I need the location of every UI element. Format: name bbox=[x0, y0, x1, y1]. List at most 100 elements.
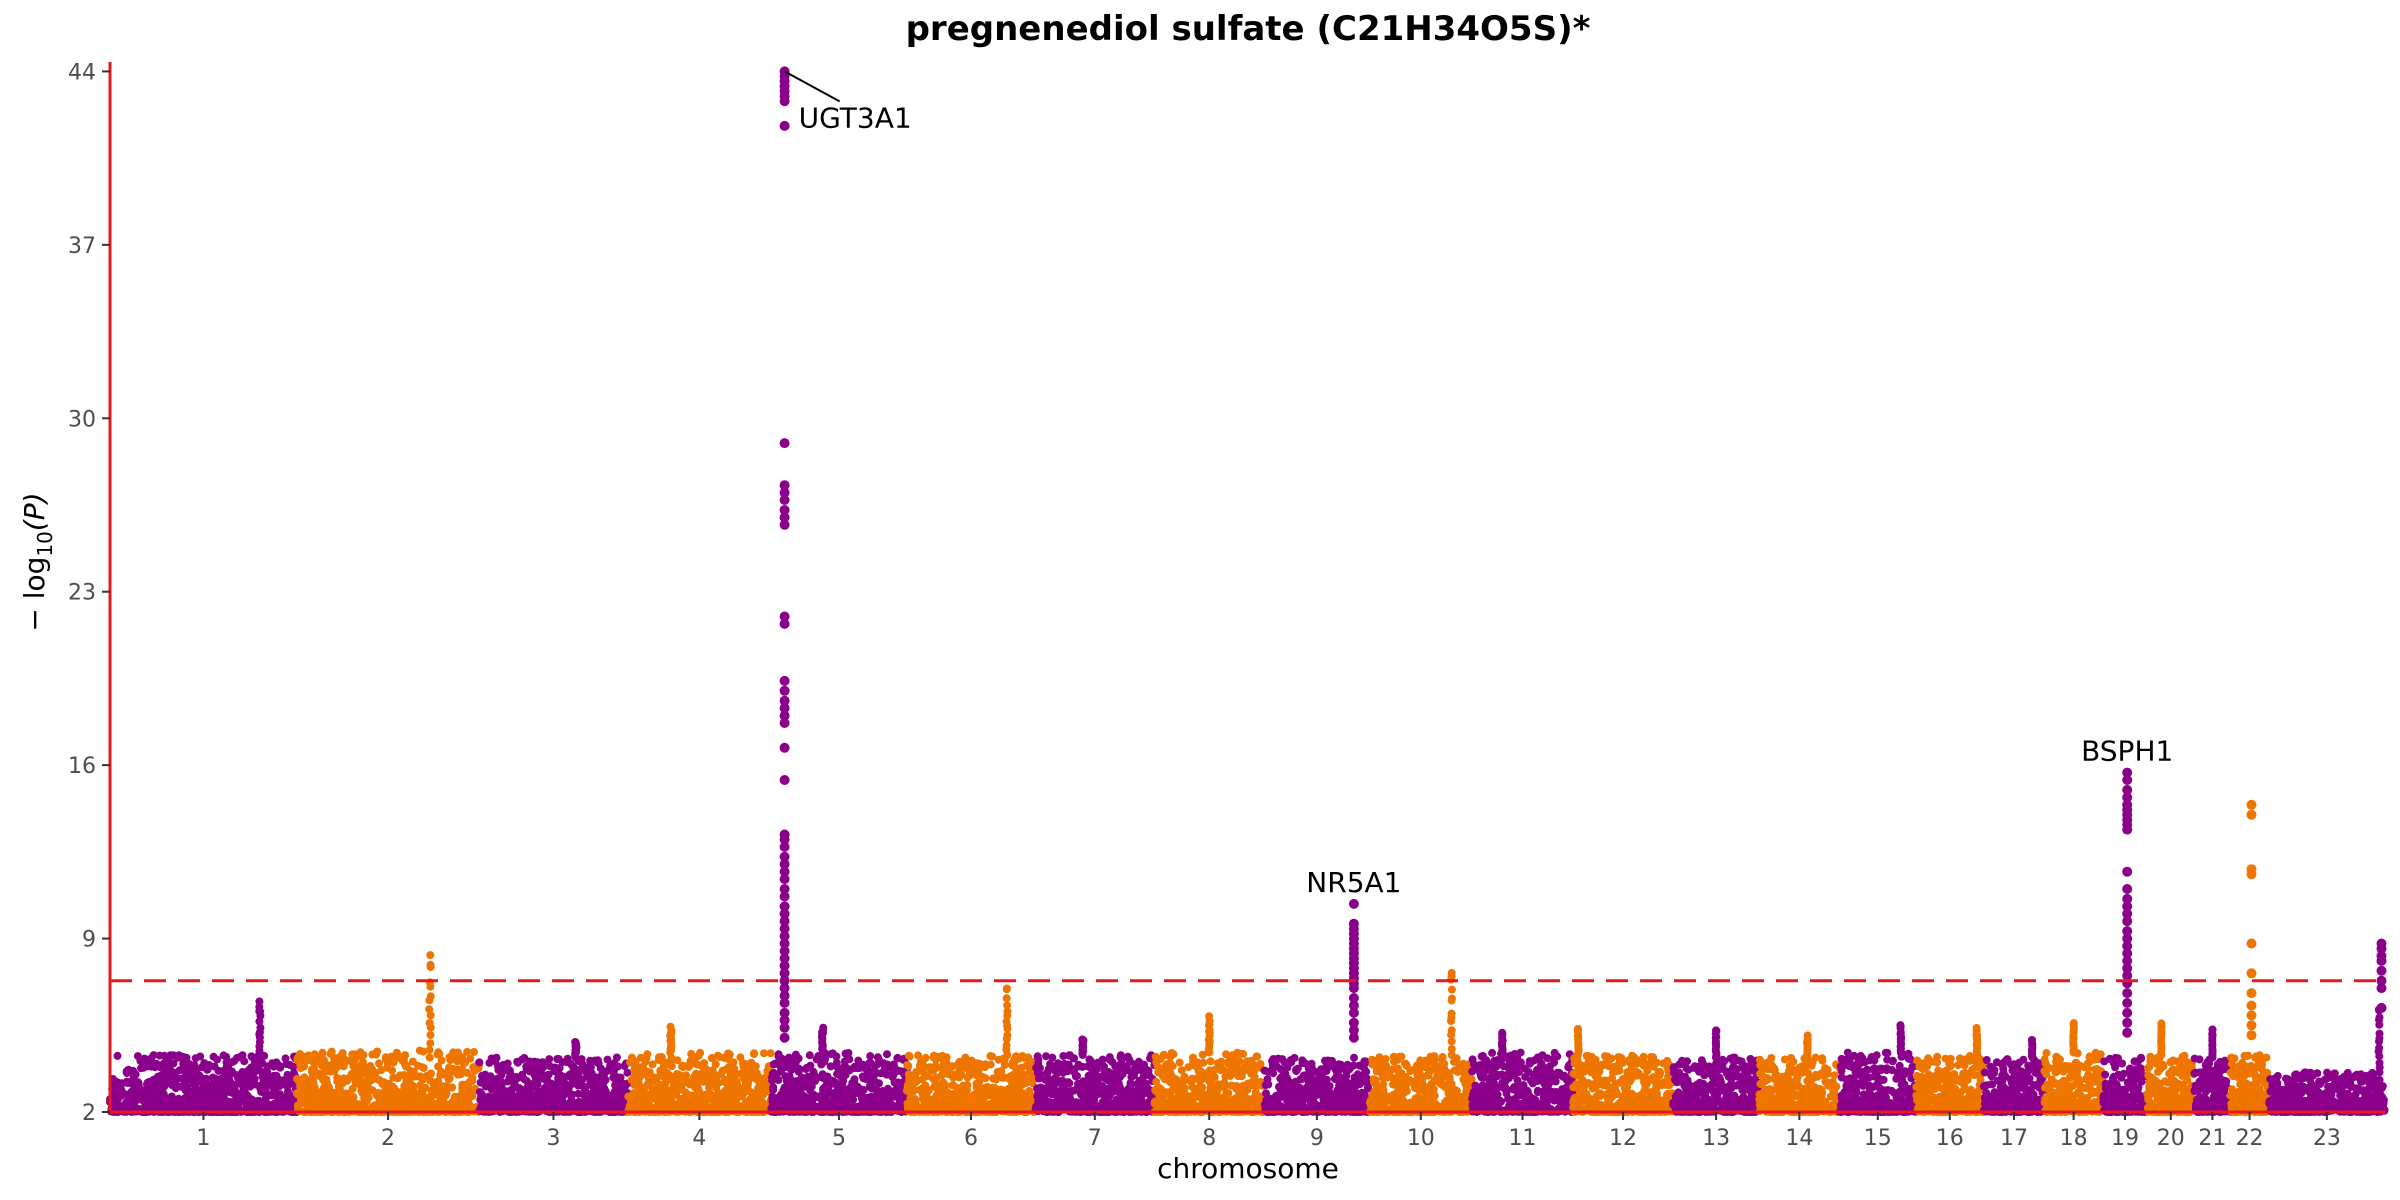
snp-point bbox=[760, 1082, 769, 1091]
snp-point bbox=[445, 1063, 453, 1072]
snp-point bbox=[982, 1091, 991, 1100]
snp-point bbox=[1042, 1052, 1050, 1061]
snp-point bbox=[1210, 1073, 1219, 1082]
snp-point bbox=[1125, 1055, 1134, 1064]
snp-point bbox=[1217, 1058, 1226, 1067]
snp-point bbox=[485, 1092, 494, 1101]
snp-point bbox=[500, 1098, 509, 1107]
snp-point bbox=[1105, 1091, 1114, 1100]
snp-point bbox=[625, 1102, 634, 1111]
snp-point bbox=[327, 1101, 336, 1110]
snp-point bbox=[1159, 1095, 1168, 1104]
snp-point bbox=[554, 1055, 563, 1063]
snp-point bbox=[375, 1059, 383, 1068]
snp-point bbox=[226, 1077, 235, 1086]
snp-point bbox=[372, 1075, 381, 1084]
snp-point bbox=[174, 1094, 183, 1103]
snp-point bbox=[170, 1072, 179, 1081]
snp-point bbox=[819, 1093, 828, 1102]
snp-point bbox=[581, 1067, 590, 1076]
snp-point bbox=[611, 1062, 619, 1071]
snp-point bbox=[395, 1090, 403, 1099]
snp-point bbox=[1189, 1057, 1198, 1066]
snp-point bbox=[591, 1093, 600, 1102]
snp-point bbox=[1057, 1063, 1066, 1072]
snp-point bbox=[823, 1079, 831, 1088]
snp-point bbox=[356, 1051, 364, 1060]
snp-point bbox=[165, 1096, 174, 1105]
snp-point bbox=[338, 1049, 347, 1058]
snp-point bbox=[645, 1081, 654, 1089]
snp-point bbox=[1025, 1091, 1034, 1100]
snp-point bbox=[1196, 1067, 1205, 1076]
snp-point bbox=[271, 1084, 280, 1093]
snp-point bbox=[415, 1046, 424, 1055]
snp-point bbox=[300, 1076, 309, 1085]
snp-point bbox=[1059, 1052, 1068, 1060]
snp-point bbox=[828, 1049, 837, 1058]
snp-point bbox=[626, 1058, 635, 1067]
snp-point bbox=[449, 1048, 458, 1057]
snp-point bbox=[1098, 1082, 1107, 1091]
snp-point bbox=[1033, 1069, 1042, 1078]
snp-point bbox=[446, 1056, 455, 1065]
snp-point bbox=[1206, 1057, 1215, 1066]
snp-point bbox=[615, 1100, 624, 1109]
snp-point bbox=[904, 1051, 913, 1060]
snp-point bbox=[418, 1063, 427, 1072]
snp-point bbox=[998, 1100, 1007, 1109]
snp-point bbox=[954, 1059, 963, 1068]
snp-point bbox=[921, 1053, 930, 1062]
snp-point bbox=[961, 1063, 970, 1072]
snp-point bbox=[1066, 1094, 1075, 1103]
snp-point bbox=[129, 1073, 138, 1082]
snp-point bbox=[1105, 1053, 1114, 1062]
snp-point bbox=[1206, 1087, 1215, 1096]
snp-point bbox=[1066, 1087, 1075, 1095]
snp-point bbox=[278, 1098, 287, 1107]
snp-point bbox=[560, 1080, 568, 1089]
snp-point bbox=[317, 1073, 326, 1082]
snp-point bbox=[887, 1063, 895, 1072]
snp-point bbox=[230, 1057, 239, 1066]
snp-point bbox=[845, 1085, 854, 1094]
snp-point bbox=[857, 1063, 866, 1072]
snp-point bbox=[875, 1056, 883, 1065]
snp-point bbox=[137, 1064, 145, 1073]
snp-point bbox=[193, 1071, 202, 1080]
snp-point bbox=[246, 1082, 255, 1091]
snp-point bbox=[392, 1048, 401, 1057]
snp-point bbox=[929, 1053, 938, 1062]
snp-point bbox=[1243, 1086, 1252, 1094]
snp-point bbox=[1036, 1087, 1045, 1096]
snp-point bbox=[248, 1053, 257, 1061]
snp-point bbox=[1164, 1076, 1173, 1085]
snp-point bbox=[563, 1054, 572, 1063]
snp-point bbox=[426, 1031, 435, 1039]
snp-point bbox=[181, 1079, 190, 1088]
snp-point bbox=[282, 1060, 291, 1068]
snp-point bbox=[1083, 1100, 1092, 1108]
snp-point bbox=[1047, 1098, 1055, 1107]
snp-point bbox=[1065, 1079, 1074, 1088]
snp-point bbox=[715, 1053, 724, 1062]
snp-point bbox=[209, 1052, 218, 1061]
snp-point bbox=[980, 1083, 989, 1092]
snp-point bbox=[1003, 1001, 1012, 1010]
snp-point bbox=[149, 1051, 158, 1060]
snp-point bbox=[537, 1060, 546, 1069]
snp-point bbox=[867, 1084, 876, 1093]
snp-point bbox=[439, 1082, 447, 1091]
snp-point bbox=[1163, 1060, 1171, 1069]
snp-point bbox=[1100, 1071, 1109, 1080]
snp-point bbox=[655, 1087, 664, 1096]
snp-point bbox=[902, 1086, 911, 1095]
snp-point bbox=[752, 1069, 761, 1078]
snp-point bbox=[658, 1080, 667, 1089]
snp-point bbox=[1216, 1066, 1225, 1075]
snp-point bbox=[356, 1081, 365, 1090]
snp-point bbox=[427, 1069, 435, 1078]
snp-point bbox=[722, 1079, 730, 1088]
snp-point bbox=[792, 1056, 801, 1065]
snp-point bbox=[453, 1070, 462, 1079]
